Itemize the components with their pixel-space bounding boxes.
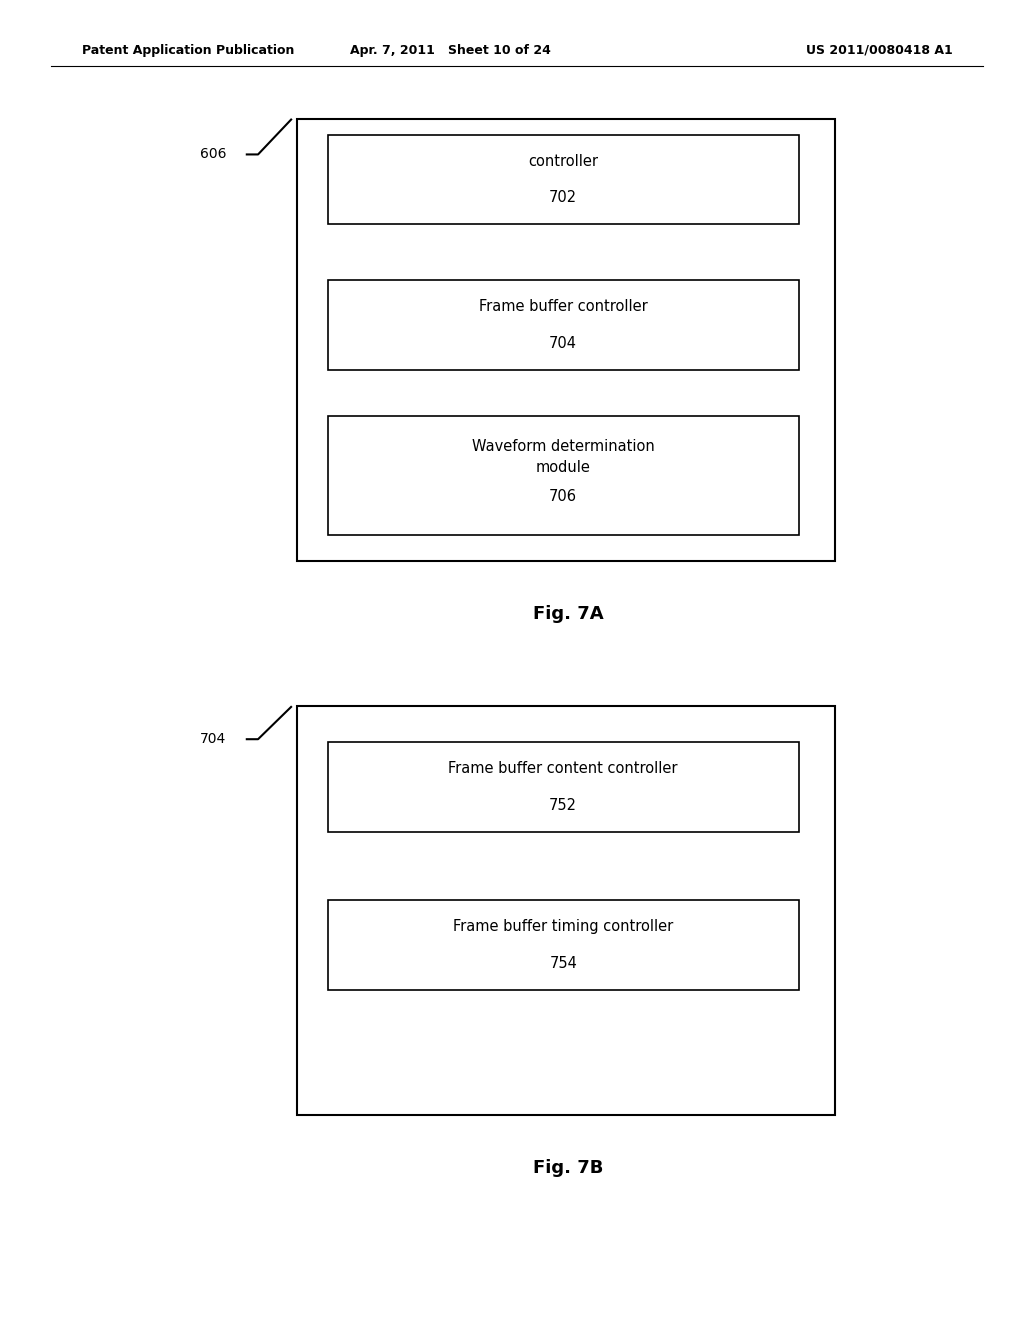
Text: module: module — [536, 459, 591, 475]
Text: Fig. 7A: Fig. 7A — [534, 605, 603, 623]
Text: Frame buffer content controller: Frame buffer content controller — [449, 760, 678, 776]
FancyBboxPatch shape — [328, 135, 799, 224]
Text: 704: 704 — [200, 733, 226, 746]
Text: 752: 752 — [549, 797, 578, 813]
FancyBboxPatch shape — [328, 280, 799, 370]
Text: Apr. 7, 2011   Sheet 10 of 24: Apr. 7, 2011 Sheet 10 of 24 — [350, 44, 551, 57]
Text: US 2011/0080418 A1: US 2011/0080418 A1 — [806, 44, 952, 57]
Text: Frame buffer timing controller: Frame buffer timing controller — [453, 919, 674, 935]
FancyBboxPatch shape — [328, 742, 799, 832]
FancyBboxPatch shape — [297, 119, 835, 561]
Text: 754: 754 — [549, 956, 578, 972]
Text: 706: 706 — [549, 488, 578, 504]
Text: Fig. 7B: Fig. 7B — [534, 1159, 603, 1177]
FancyBboxPatch shape — [328, 416, 799, 535]
FancyBboxPatch shape — [328, 900, 799, 990]
Text: controller: controller — [528, 153, 598, 169]
Text: Waveform determination: Waveform determination — [472, 438, 654, 454]
FancyBboxPatch shape — [297, 706, 835, 1115]
Text: 702: 702 — [549, 190, 578, 206]
Text: 606: 606 — [200, 148, 226, 161]
Text: 704: 704 — [549, 335, 578, 351]
Text: Patent Application Publication: Patent Application Publication — [82, 44, 294, 57]
Text: Frame buffer controller: Frame buffer controller — [479, 298, 647, 314]
